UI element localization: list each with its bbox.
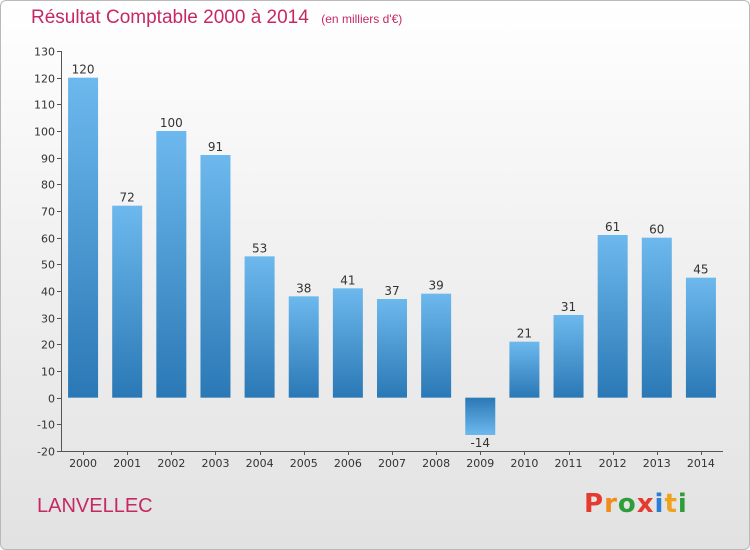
chart-value-labels: 120 72 100 91 53 38 41 37 39 -14 21 31 61 60 45 <box>72 63 709 450</box>
chart-title: Résultat Comptable 2000 à 2014 (en milli… <box>31 7 402 29</box>
y-tick-label: 110 <box>34 99 55 112</box>
y-tick-label: 40 <box>41 286 55 299</box>
bar-2002 <box>156 131 187 398</box>
x-tick-label: 2014 <box>687 457 715 470</box>
x-tick-label: 2013 <box>643 457 671 470</box>
logo-letter: r <box>604 489 618 519</box>
y-tick-label: -20 <box>37 446 55 459</box>
bar-2003 <box>200 155 231 398</box>
y-tick-label: 50 <box>41 259 55 272</box>
bar-2009 <box>465 397 496 435</box>
commune-name: LANVELLEC <box>37 495 153 517</box>
bar-2010 <box>509 341 540 398</box>
chart-bars <box>68 77 716 435</box>
chart-unit-text: (en milliers d'€) <box>321 12 403 26</box>
x-tick-label: 2007 <box>378 457 406 470</box>
bar-2007 <box>377 299 407 398</box>
value-label-2000: 120 <box>72 63 95 77</box>
value-label-2010: 21 <box>517 327 532 341</box>
x-tick-label: 2012 <box>599 457 627 470</box>
value-label-2003: 91 <box>208 140 223 154</box>
bar-2001 <box>112 205 143 398</box>
x-tick-label: 2001 <box>113 457 141 470</box>
bar-2005 <box>288 296 319 398</box>
value-label-2011: 31 <box>561 300 576 314</box>
bar-2011 <box>553 315 584 398</box>
bar-2008 <box>421 293 452 398</box>
logo-letter: o <box>617 489 637 519</box>
value-label-2001: 72 <box>120 191 135 205</box>
x-tick-label: 2006 <box>334 457 362 470</box>
value-label-2007: 37 <box>384 284 399 298</box>
value-label-2004: 53 <box>252 241 267 255</box>
y-tick-label: 130 <box>34 46 55 59</box>
x-tick-label: 2004 <box>246 457 274 470</box>
value-label-2002: 100 <box>160 116 183 130</box>
value-label-2013: 60 <box>649 223 664 237</box>
value-label-2006: 41 <box>340 273 355 287</box>
bar-2012 <box>597 235 628 398</box>
proxiti-logo: Proxiti <box>584 489 688 519</box>
bar-2000 <box>68 77 99 398</box>
logo-letter: P <box>584 489 605 519</box>
chart-title-text: Résultat Comptable 2000 à 2014 <box>31 7 309 28</box>
x-tick-label: 2011 <box>555 457 583 470</box>
x-tick-label: 2010 <box>510 457 538 470</box>
y-tick-label: 10 <box>41 366 55 379</box>
y-tick-label: 30 <box>41 313 55 326</box>
value-label-2012: 61 <box>605 220 620 234</box>
y-tick-label: 20 <box>41 339 55 352</box>
value-label-2009: -14 <box>470 436 490 450</box>
value-label-2005: 38 <box>296 281 311 295</box>
logo-letter: i <box>654 489 665 519</box>
logo-letter: x <box>636 489 655 519</box>
x-tick-label: 2009 <box>466 457 494 470</box>
x-tick-label: 2008 <box>422 457 450 470</box>
logo-letter: t <box>664 489 678 519</box>
bar-2014 <box>685 277 716 398</box>
logo-letter: i <box>677 489 688 519</box>
bar-2006 <box>332 288 363 398</box>
y-tick-label: 120 <box>34 73 55 86</box>
y-tick-label: 70 <box>41 206 55 219</box>
x-tick-label: 2003 <box>201 457 229 470</box>
value-label-2008: 39 <box>428 279 443 293</box>
chart-axes: 1301201101009080706050403020100-10-20200… <box>34 46 723 470</box>
y-tick-label: -10 <box>37 419 55 432</box>
y-tick-label: 90 <box>41 153 55 166</box>
x-tick-label: 2002 <box>157 457 185 470</box>
bar-2013 <box>641 237 672 398</box>
y-tick-label: 0 <box>48 393 55 406</box>
y-tick-label: 80 <box>41 179 55 192</box>
bar-2004 <box>244 256 275 398</box>
x-tick-label: 2000 <box>69 457 97 470</box>
y-tick-label: 60 <box>41 233 55 246</box>
x-tick-label: 2005 <box>290 457 318 470</box>
value-label-2014: 45 <box>693 263 708 277</box>
y-tick-label: 100 <box>34 126 55 139</box>
